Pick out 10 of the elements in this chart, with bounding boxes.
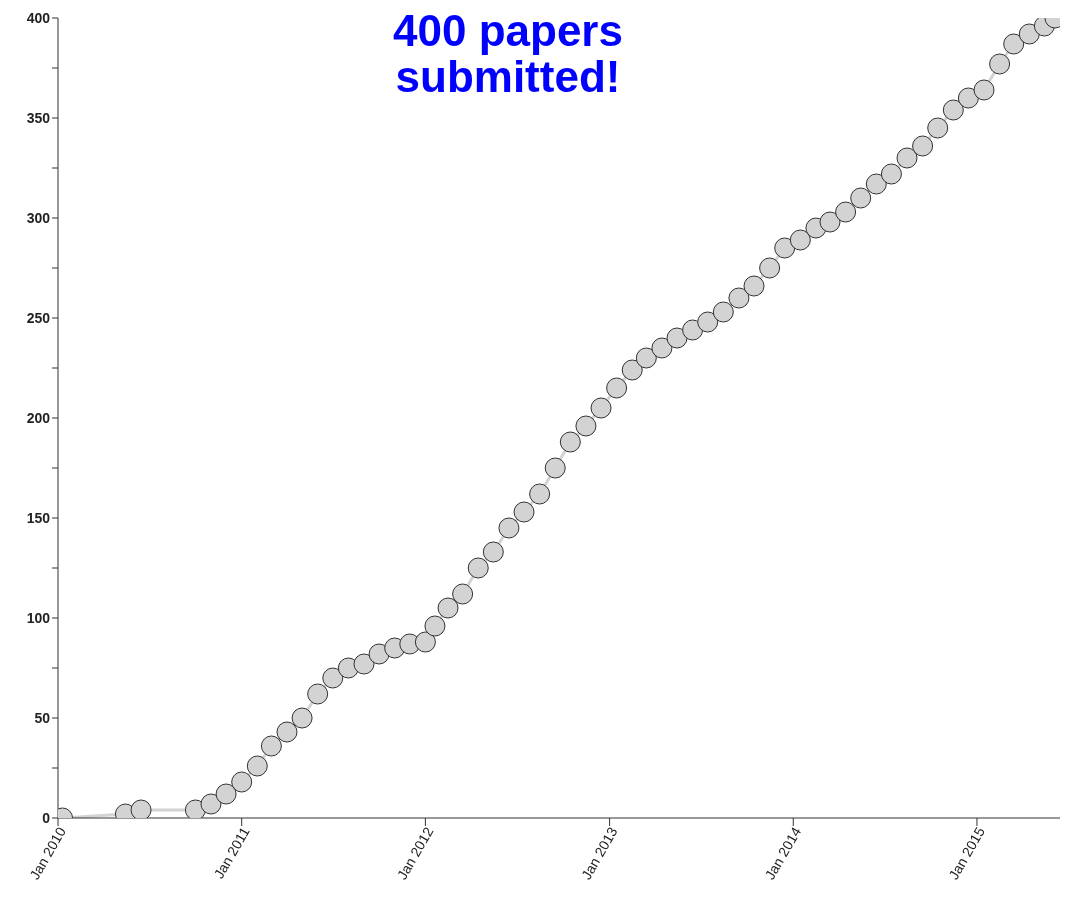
y-tick-label: 400 bbox=[26, 9, 51, 26]
y-tick-label: 250 bbox=[26, 309, 51, 326]
y-tick-label: 350 bbox=[26, 109, 51, 126]
y-tick-label: 200 bbox=[26, 409, 51, 426]
y-tick-label: 300 bbox=[26, 209, 51, 226]
y-tick-label: 150 bbox=[26, 509, 51, 526]
y-tick-label: 100 bbox=[26, 609, 51, 626]
y-tick-label: 50 bbox=[34, 709, 51, 726]
chart-title: 400 papers submitted! bbox=[392, 6, 624, 101]
y-tick-label: 0 bbox=[42, 809, 51, 826]
